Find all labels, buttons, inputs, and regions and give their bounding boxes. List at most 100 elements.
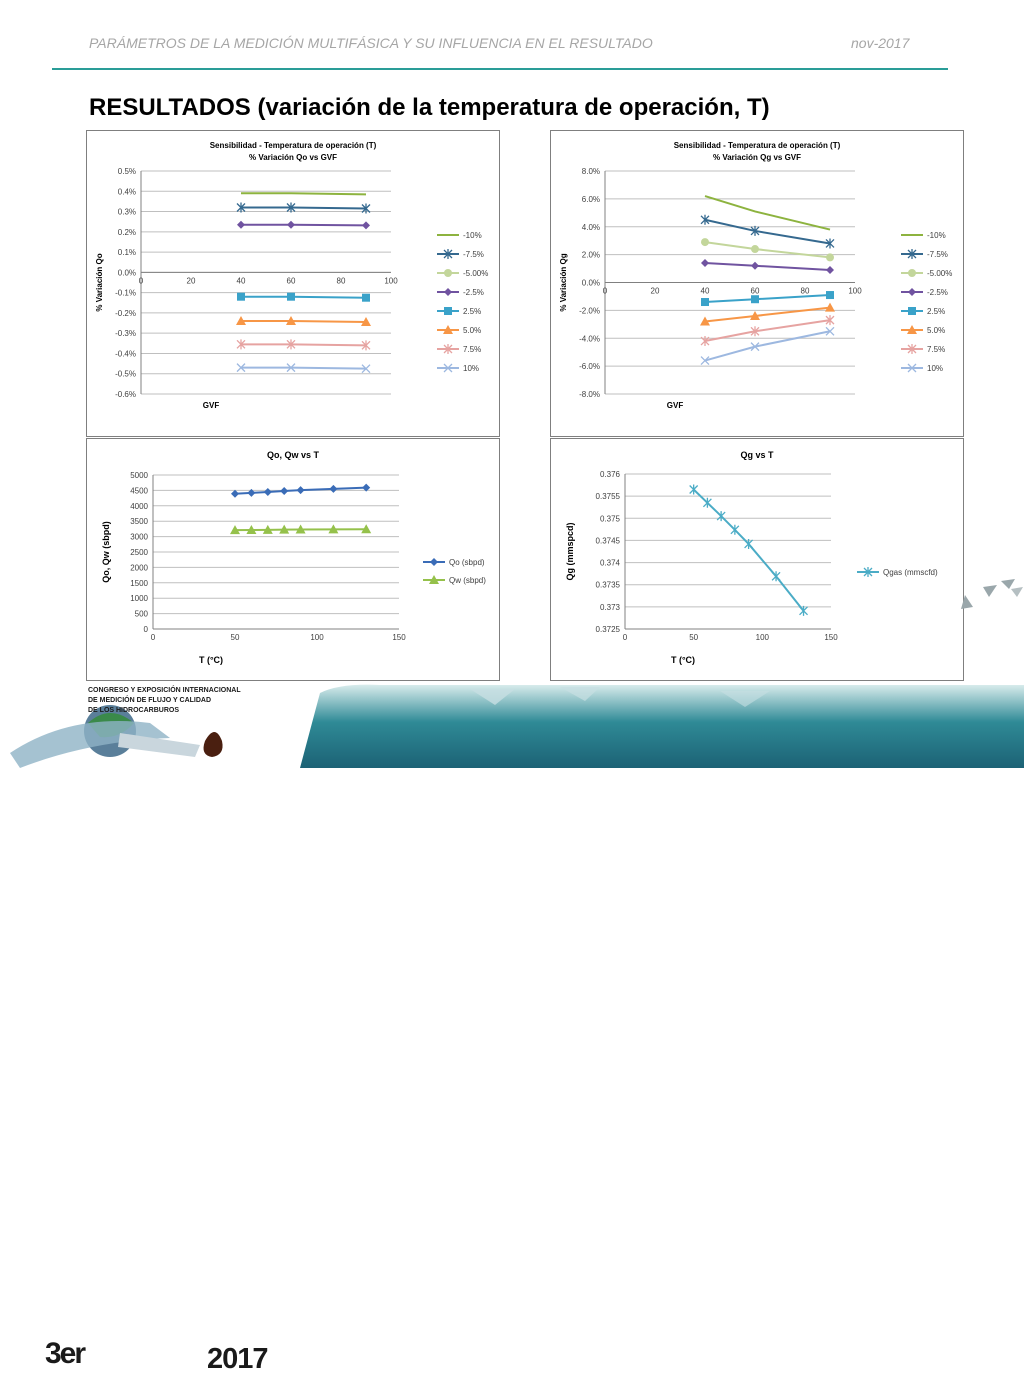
- series-0: [689, 484, 808, 616]
- data-point: [279, 524, 290, 534]
- data-point: [825, 326, 835, 336]
- legend-marker: [430, 558, 438, 566]
- y-tick-label: 4500: [130, 486, 148, 495]
- series-7: [700, 326, 835, 366]
- legend-label: 5.0%: [463, 326, 481, 335]
- chart-subtitle: % Variación Qo vs GVF: [249, 153, 337, 162]
- legend-item: [437, 363, 459, 373]
- data-point: [701, 298, 709, 307]
- series-1: [700, 214, 835, 249]
- legend-label: Qgas (mmscfd): [883, 568, 938, 577]
- x-tick-label: 50: [689, 633, 698, 642]
- data-point: [237, 220, 245, 229]
- logo-text-3er: 3er: [45, 1337, 86, 1370]
- chart-qg-variation: Sensibilidad - Temperatura de operación …: [550, 130, 964, 437]
- y-tick-label: -2.0%: [579, 306, 600, 315]
- x-tick-label: 50: [231, 633, 240, 642]
- data-point: [247, 488, 256, 497]
- series-3: [701, 258, 834, 274]
- legend-item: [437, 325, 459, 334]
- y-tick-label: 0.3735: [596, 581, 621, 590]
- y-tick-label: 0.3725: [596, 625, 621, 634]
- x-tick-label: 0: [139, 276, 144, 285]
- legend-marker: [443, 249, 453, 259]
- legend-item: [901, 344, 923, 354]
- series-0: [704, 195, 831, 231]
- data-point: [286, 316, 296, 326]
- y-tick-label: -0.3%: [115, 329, 136, 338]
- series-5: [700, 302, 835, 326]
- data-point: [361, 340, 371, 351]
- data-point: [230, 525, 240, 535]
- legend-label: Qo (sbpd): [449, 558, 485, 567]
- data-point: [361, 524, 372, 534]
- series-0: [231, 483, 371, 498]
- y-tick-label: -0.2%: [115, 309, 136, 318]
- x-tick-label: 150: [392, 633, 406, 642]
- series-4: [237, 292, 370, 302]
- chart-subtitle: % Variación Qg vs GVF: [713, 153, 801, 162]
- legend-label: -5.00%: [463, 269, 488, 278]
- header-title: PARÁMETROS DE LA MEDICIÓN MULTIFÁSICA Y …: [89, 35, 653, 51]
- legend-marker: [907, 249, 917, 259]
- legend-item: [423, 558, 445, 566]
- y-tick-label: 0.1%: [118, 248, 136, 257]
- y-tick-label: 0.0%: [118, 268, 136, 277]
- data-point: [716, 511, 726, 522]
- legend-label: -5.00%: [927, 269, 952, 278]
- legend-item: [437, 249, 459, 259]
- event-logo: 3er 2017 CONGRESO Y EXPOSICIÓN INTERNACI…: [0, 665, 310, 1375]
- legend-label: 7.5%: [927, 345, 945, 354]
- legend-item: [901, 325, 923, 334]
- series-line: [241, 192, 367, 196]
- series-line: [704, 261, 831, 271]
- data-point: [700, 336, 710, 347]
- x-tick-label: 100: [384, 276, 398, 285]
- data-point: [236, 363, 246, 373]
- data-point: [826, 291, 834, 300]
- logo-line-2: DE MEDICIÓN DE FLUJO Y CALIDAD: [88, 697, 212, 704]
- data-point: [700, 214, 710, 225]
- y-tick-label: -0.1%: [115, 289, 136, 298]
- x-tick-label: 20: [187, 276, 196, 285]
- legend-item: [901, 363, 923, 373]
- legend-item: [437, 307, 459, 315]
- series-line: [704, 195, 831, 231]
- y-tick-label: 2.0%: [582, 251, 600, 260]
- chart-svg: Qg vs T0.3760.37550.3750.37450.3740.3735…: [565, 450, 938, 665]
- y-tick-label: 500: [135, 610, 149, 619]
- logo-line-3: DE LOS HIDROCARBUROS: [88, 707, 180, 714]
- data-point: [730, 524, 740, 535]
- footer-banner: [300, 684, 1024, 768]
- series-line: [692, 488, 805, 612]
- y-tick-label: 3500: [130, 517, 148, 526]
- legend-marker: [444, 288, 452, 296]
- data-point: [826, 265, 834, 274]
- legend-label: 10%: [463, 364, 479, 373]
- data-point: [826, 253, 834, 262]
- legend-marker: [907, 325, 917, 334]
- data-point: [246, 524, 257, 534]
- x-axis-label: GVF: [667, 401, 684, 410]
- chart-qo-qw-vs-t: Qo, Qw vs T 5000 4500 4000 3500 3000 2500 2000 1…: [86, 438, 500, 681]
- data-point: [236, 202, 246, 213]
- legend-marker: [908, 307, 916, 315]
- data-point: [286, 363, 296, 373]
- legend-marker: [908, 288, 916, 296]
- data-point: [750, 310, 760, 320]
- data-point: [361, 317, 371, 327]
- legend-label: 10%: [927, 364, 943, 373]
- legend-marker: [443, 344, 453, 354]
- series-4: [701, 291, 834, 307]
- legend-marker: [907, 344, 917, 354]
- x-axis-label: T (°C): [671, 655, 695, 665]
- legend-marker: [863, 567, 873, 577]
- y-tick-label: 5000: [130, 471, 148, 480]
- legend-label: -2.5%: [463, 288, 484, 297]
- data-point: [750, 225, 760, 236]
- data-point: [231, 489, 239, 498]
- y-tick-label: 4000: [130, 502, 148, 511]
- y-tick-label: 0.2%: [118, 228, 136, 237]
- y-tick-label: 0.375: [600, 514, 621, 523]
- y-axis-label: % Variación Qo: [95, 253, 104, 311]
